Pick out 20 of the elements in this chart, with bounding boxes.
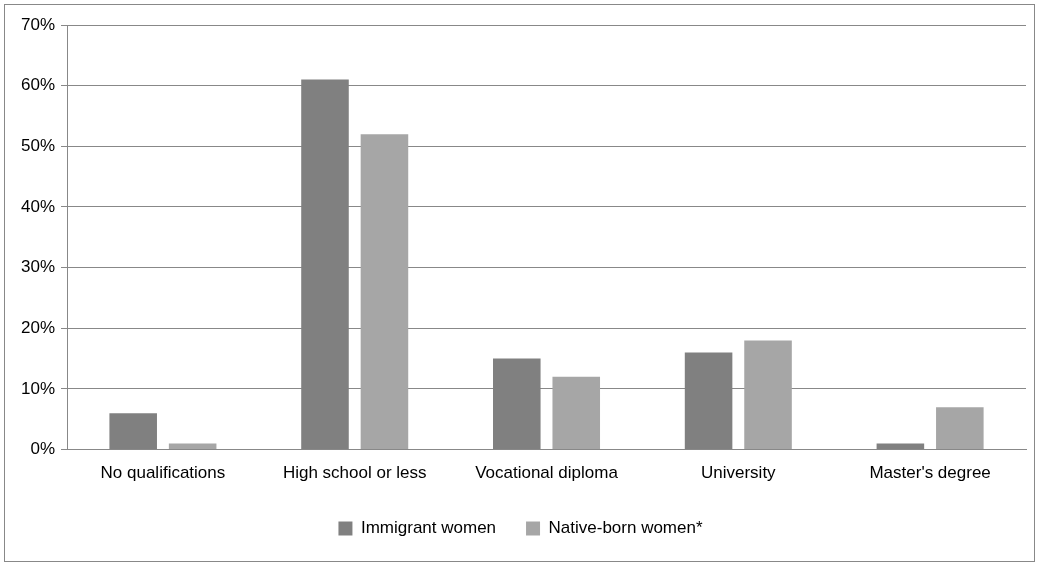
legend-label: Native-born women* [548, 518, 703, 538]
x-tick-label: Master's degree [869, 463, 991, 483]
y-tick-label: 10% [20, 378, 56, 398]
bar [360, 134, 409, 450]
y-tick-label: 20% [20, 317, 56, 337]
x-tick-label: University [700, 463, 777, 483]
y-tick-label: 0% [30, 439, 56, 459]
bar [109, 413, 157, 450]
x-tick-label: Vocational diploma [475, 463, 619, 483]
legend-label: Immigrant women [360, 518, 497, 538]
bar [744, 340, 792, 450]
y-tick-label: 30% [20, 257, 56, 277]
y-tick-label: 50% [20, 136, 56, 155]
x-tick-label: High school or less [282, 463, 427, 483]
y-tick-label: 60% [20, 75, 56, 95]
bar [552, 376, 601, 450]
y-tick-label: 40% [20, 196, 56, 216]
x-tick-label: No qualifications [100, 463, 226, 483]
bar [936, 407, 984, 450]
y-tick-label: 70% [20, 14, 56, 34]
